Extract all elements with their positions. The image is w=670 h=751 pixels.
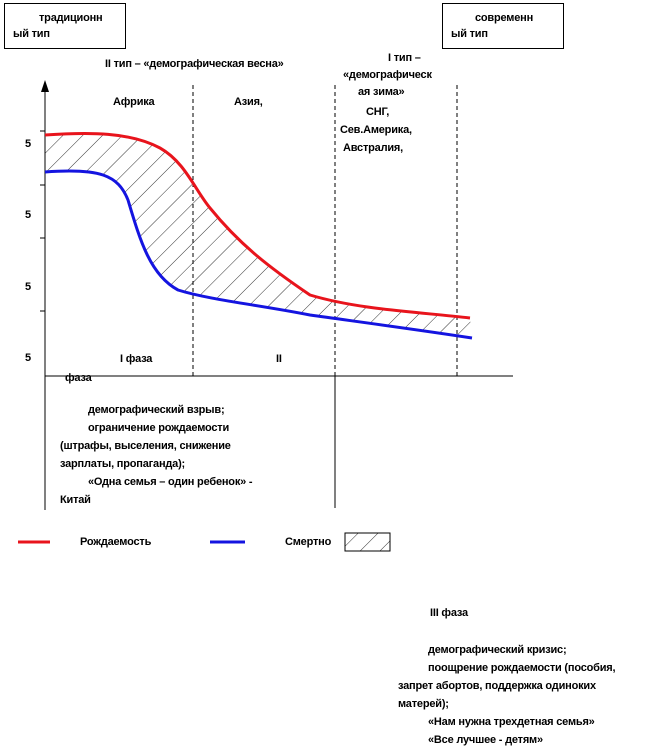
phase1-note-2: ограничение рождаемости xyxy=(88,422,230,434)
region-north-america: Сев.Америка, xyxy=(340,124,412,136)
axis-phase-word: фаза xyxy=(65,372,92,384)
modern-type-line1: современн xyxy=(475,12,534,24)
phase1-note-5: «Одна семья – один ребенок» - xyxy=(88,476,253,488)
traditional-type-line1: традиционн xyxy=(39,12,103,24)
region-australia: Австралия, xyxy=(343,142,403,154)
phase1-label: I фаза xyxy=(120,353,153,365)
traditional-type-box: традиционн ый тип xyxy=(4,3,126,49)
phase1-notes: демографический взрыв; ограничение рожда… xyxy=(60,404,320,504)
type1-label-line1: I тип – xyxy=(388,52,421,64)
phase3-note-2: поощрение рождаемости (пособия, xyxy=(428,662,616,674)
modern-type-line2: ый тип xyxy=(451,28,488,40)
y-tick-label: 5 xyxy=(25,209,31,221)
type2-label: II тип – «демографическая весна» xyxy=(105,58,284,70)
phase2-label: II xyxy=(276,353,282,365)
region-asia: Азия, xyxy=(234,96,263,108)
phase1-note-3: (штрафы, выселения, снижение xyxy=(60,440,231,452)
legend-death-label-clip: Смертно xyxy=(285,535,345,551)
phase1-note-6: Китай xyxy=(60,494,91,504)
phase3-title: III фаза xyxy=(430,607,468,619)
region-cis: СНГ, xyxy=(366,106,390,118)
legend-death-label: Смертно xyxy=(285,536,332,548)
legend-birth-label: Рождаемость xyxy=(80,536,152,548)
phase3-note-3: запрет абортов, поддержка одиноких xyxy=(398,680,596,692)
phase3-note-6: «Все лучшее - детям» xyxy=(428,734,543,746)
phase3-note-4: матерей); xyxy=(398,698,449,710)
death-rate-curve xyxy=(44,169,473,340)
region-africa: Африка xyxy=(113,96,155,108)
type1-label-line3: ая зима» xyxy=(358,86,405,98)
y-tick-label: 5 xyxy=(25,138,31,150)
modern-type-box: современн ый тип xyxy=(442,3,564,49)
birth-rate-curve xyxy=(44,131,471,320)
y-tick-label: 5 xyxy=(25,281,31,293)
phase3-note-5: «Нам нужна трехдетная семья» xyxy=(428,716,595,728)
phase1-note-1: демографический взрыв; xyxy=(88,404,225,416)
phase1-note-4: зарплаты, пропаганда); xyxy=(60,458,186,470)
natural-growth-hatch xyxy=(45,133,472,338)
traditional-type-line2: ый тип xyxy=(13,28,50,40)
phase3-note-1: демографический кризис; xyxy=(428,644,567,656)
legend-hatch-swatch xyxy=(344,532,391,552)
y-tick-label: 5 xyxy=(25,352,31,364)
y-axis-arrow xyxy=(41,80,49,92)
type1-label-line2: «демографическ xyxy=(343,69,432,81)
